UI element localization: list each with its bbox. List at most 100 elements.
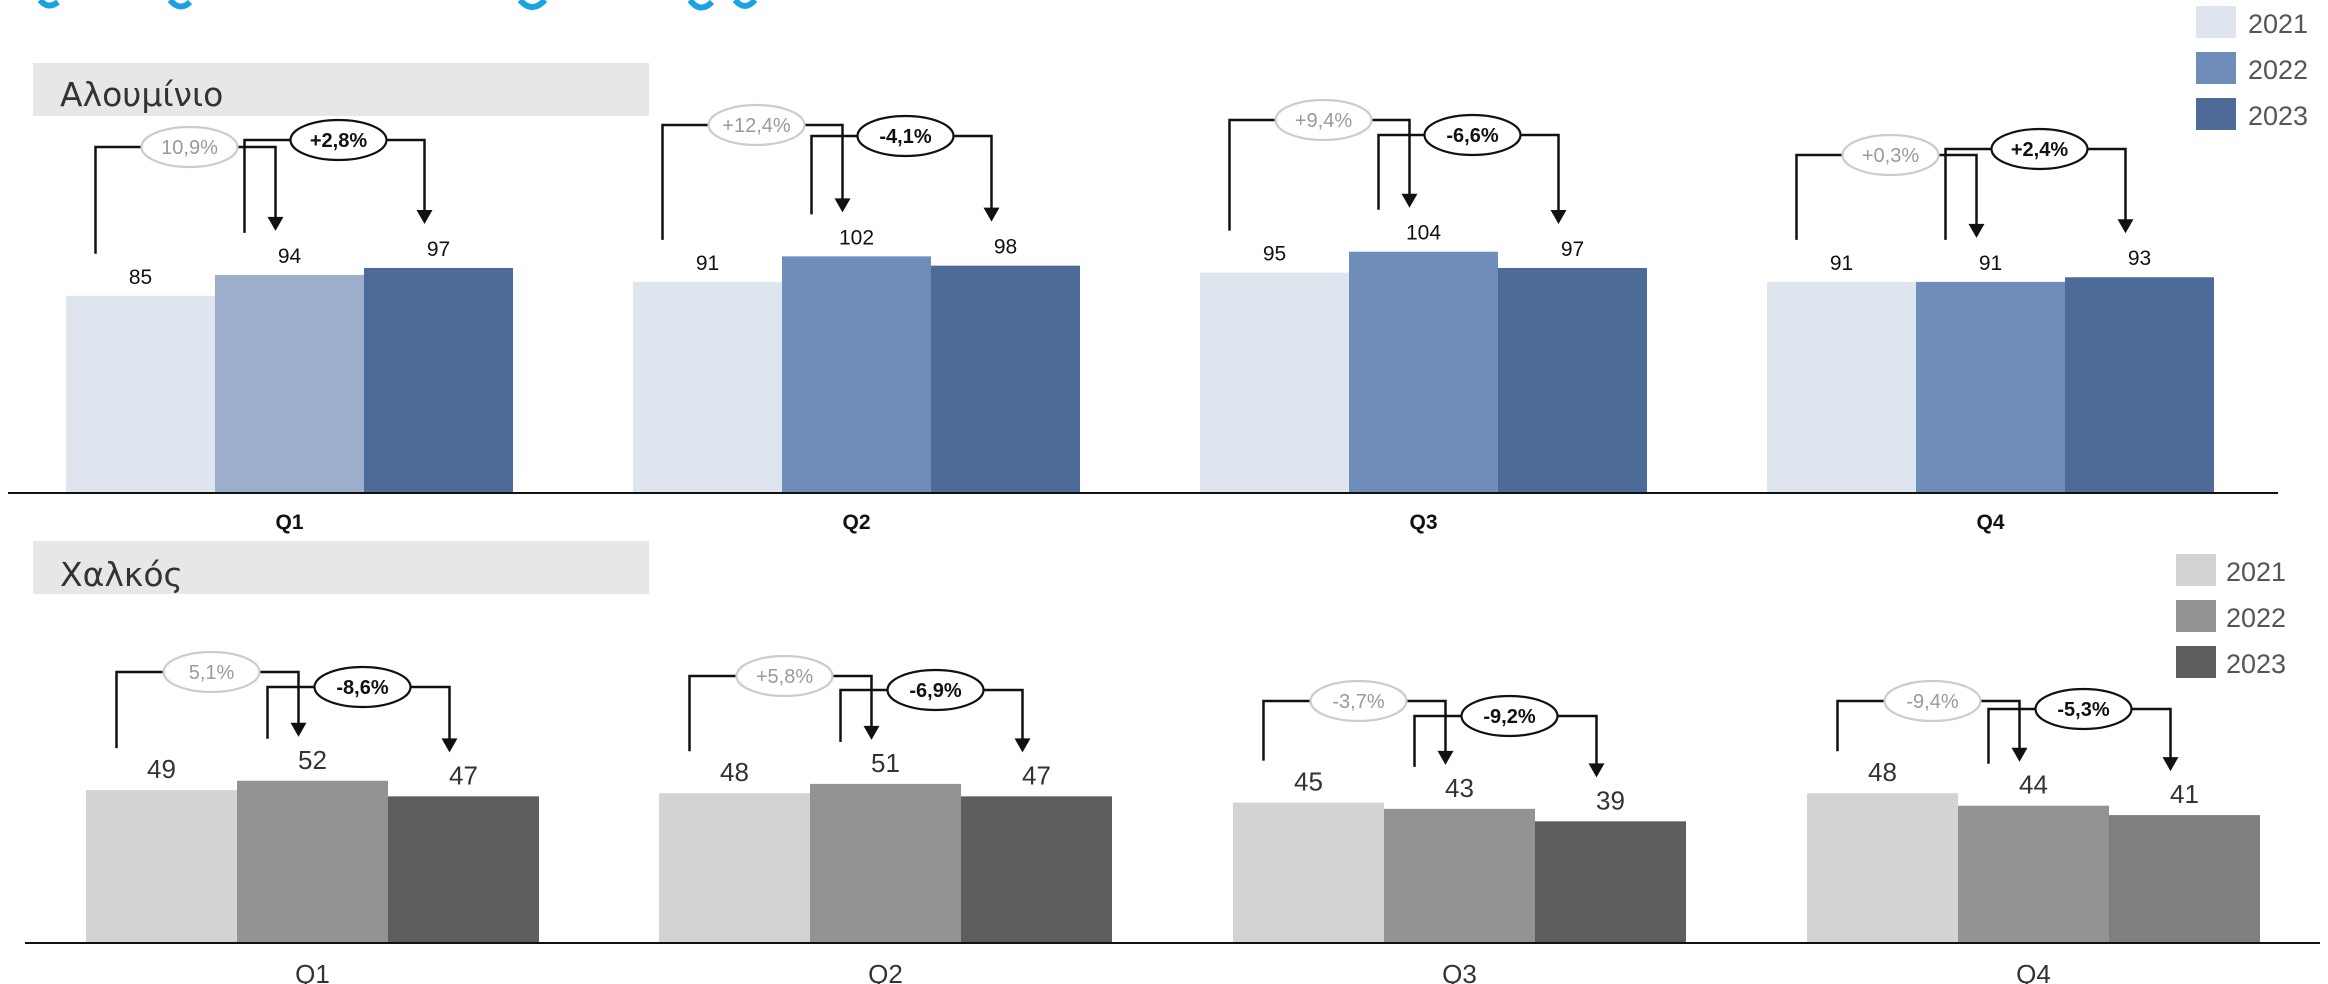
value-label-Q4-2022: 44 [2019,770,2048,800]
bar-Q2-2022 [810,783,961,943]
change-curr-Q3-label: -6,6% [1446,125,1498,147]
change-curr-Q3: -6,6% [1377,113,1567,224]
change-curr-Q1-label: -8,6% [336,677,388,699]
bar-Q1-2021 [86,790,237,943]
change-prev-Q4: -9,4% [1836,679,2028,762]
bar-Q1-2022 [215,274,364,493]
chart-title: Αλουμίνιο [60,75,223,114]
legend-swatch-2023 [2176,646,2216,678]
change-curr-Q2: -6,9% [839,668,1031,753]
value-label-Q1-2023: 97 [427,238,450,261]
bar-Q3-2021 [1233,802,1384,943]
value-label-Q3-2021: 95 [1263,243,1286,266]
change-curr-Q4: +2,4% [1944,127,2134,240]
legend-label-2023: 2023 [2226,649,2286,679]
value-label-Q4-2021: 48 [1868,757,1897,787]
change-prev-Q2-label: +12,4% [722,115,791,137]
bar-Q4-2021 [1767,281,1916,493]
value-label-Q1-2021: 85 [129,266,152,289]
value-label-Q1-2022: 52 [298,745,327,775]
bar-Q2-2023 [931,265,1080,493]
value-label-Q2-2022: 51 [871,748,900,778]
value-label-Q1-2023: 47 [449,760,478,790]
change-curr-Q1: -8,6% [266,665,458,753]
bar-Q2-2022 [782,256,931,493]
legend-label-2023: 2023 [2248,101,2308,131]
bar-Q2-2023 [961,796,1112,943]
chart-title: Χαλκός [60,555,183,594]
copper-chart: Χαλκός 2021 2022 2023 49 52 47 5,1% -8,6% Q1 48 51 4… [25,541,2320,984]
change-curr-Q1-label: +2,8% [310,130,367,152]
category-label-Q2: Q2 [842,511,870,534]
bar-Q1-2021 [66,295,215,493]
legend-swatch-2021 [2196,6,2236,38]
top-title-fragment [37,0,758,11]
change-prev-Q3-label: +9,4% [1295,110,1352,132]
change-curr-Q2: -4,1% [810,114,1000,222]
value-label-Q4-2023: 41 [2170,779,2199,809]
bar-Q4-2023 [2065,277,2214,493]
category-label-Q1: Q1 [295,959,330,984]
change-curr-Q3: -9,2% [1413,694,1605,778]
category-label-Q1: Q1 [275,511,303,534]
change-prev-Q2: +5,8% [688,654,880,752]
legend-swatch-2022 [2176,600,2216,632]
bar-Q3-2022 [1349,251,1498,493]
change-curr-Q2-label: -4,1% [879,126,931,148]
value-label-Q3-2022: 43 [1445,773,1474,803]
change-prev-Q4-label: -9,4% [1906,691,1958,713]
bar-Q2-2021 [659,793,810,943]
legend-label-2022: 2022 [2226,603,2286,633]
change-prev-Q2-label: +5,8% [756,666,813,688]
value-label-Q2-2021: 48 [720,757,749,787]
value-label-Q2-2023: 47 [1022,760,1051,790]
value-label-Q1-2021: 49 [147,754,176,784]
bar-Q1-2023 [364,267,513,493]
change-curr-Q2-label: -6,9% [909,680,961,702]
bar-Q3-2021 [1200,272,1349,493]
change-curr-Q4-label: +2,4% [2011,139,2068,161]
chart-title-box [33,541,649,594]
category-label-Q4: Q4 [2016,959,2051,984]
bar-Q2-2021 [633,281,782,493]
value-label-Q1-2022: 94 [278,245,302,268]
category-label-Q3: Q3 [1409,511,1437,534]
change-prev-Q3: +9,4% [1228,98,1418,231]
change-prev-Q3: -3,7% [1262,679,1454,765]
change-prev-Q1-label: 5,1% [189,662,235,684]
change-prev-Q2: +12,4% [661,103,851,240]
legend-label-2021: 2021 [2226,557,2286,587]
change-curr-Q4: -5,3% [1987,687,2179,772]
value-label-Q2-2021: 91 [696,252,719,275]
value-label-Q2-2023: 98 [994,236,1017,259]
legend-label-2021: 2021 [2248,9,2308,39]
bar-Q1-2023 [388,796,539,943]
bar-Q4-2021 [1807,793,1958,943]
change-prev-Q4: +0,3% [1795,133,1985,240]
change-prev-Q1-label: 10,9% [161,137,218,159]
chart-title-box [33,63,649,116]
legend-label-2022: 2022 [2248,55,2308,85]
value-label-Q2-2022: 102 [839,226,874,249]
bar-Q1-2022 [237,780,388,943]
value-label-Q3-2023: 39 [1596,785,1625,815]
change-curr-Q4-label: -5,3% [2057,699,2109,721]
bar-Q4-2023 [2109,815,2260,943]
value-label-Q3-2023: 97 [1561,238,1584,261]
change-prev-Q1: 5,1% [115,650,307,749]
bar-Q4-2022 [1916,281,2065,493]
bar-Q3-2023 [1498,267,1647,493]
value-label-Q4-2023: 93 [2128,247,2151,270]
bar-Q3-2023 [1535,821,1686,943]
value-label-Q3-2021: 45 [1294,767,1323,797]
value-label-Q3-2022: 104 [1406,222,1441,245]
legend-swatch-2022 [2196,52,2236,84]
category-label-Q3: Q3 [1442,959,1477,984]
aluminium-chart: Αλουμίνιο 2021 2022 2023 85 94 97 10,9% +2,8% Q1 9… [8,6,2308,534]
category-label-Q4: Q4 [1976,511,2004,534]
legend-swatch-2021 [2176,554,2216,586]
legend-swatch-2023 [2196,98,2236,130]
change-curr-Q3-label: -9,2% [1483,706,1535,728]
change-prev-Q3-label: -3,7% [1332,691,1384,713]
